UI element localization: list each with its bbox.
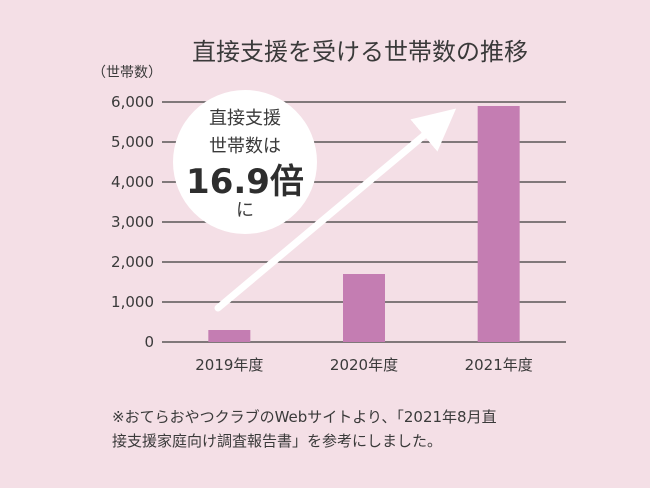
chart-canvas: 直接支援を受ける世帯数の推移 （世帯数） 0 1,000 2,000 3,000 4,0… [92,38,566,374]
y-tick-label: 0 [144,333,154,351]
source-footnote: ※おてらおやつクラブのWebサイトより、「2021年8月直 接支援家庭向け調査報… [112,405,542,453]
footnote-line-2: 接支援家庭向け調査報告書」を参考にしました。 [112,432,443,450]
bar [208,330,251,342]
annotation-line-2: 世帯数は [209,136,281,157]
annotation-bubble: 直接支援 世帯数は 16.9倍 に [173,90,317,234]
y-tick-label: 5,000 [111,133,154,151]
y-axis-ticks: 0 1,000 2,000 3,000 4,000 5,000 6,000 [111,93,154,351]
bar [477,106,520,342]
footnote-line-1: ※おてらおやつクラブのWebサイトより、「2021年8月直 [112,408,497,426]
y-axis-unit-label: （世帯数） [92,65,162,81]
annotation-multiplier: 16.9倍 [186,162,304,202]
x-tick-label: 2020年度 [330,356,398,374]
chart-title: 直接支援を受ける世帯数の推移 [192,38,528,66]
bars [208,106,520,342]
y-tick-label: 3,000 [111,213,154,231]
y-tick-label: 6,000 [111,93,154,111]
y-tick-label: 1,000 [111,293,154,311]
bar [343,274,385,342]
y-tick-label: 4,000 [111,173,154,191]
x-axis-ticks: 2019年度 2020年度 2021年度 [195,356,533,374]
x-tick-label: 2019年度 [195,356,263,374]
y-tick-label: 2,000 [111,253,154,271]
annotation-line-1: 直接支援 [209,108,281,129]
x-tick-label: 2021年度 [465,356,533,374]
growth-arrow [214,108,457,312]
annotation-line-4: に [236,200,254,221]
annotation-circle [173,90,317,234]
